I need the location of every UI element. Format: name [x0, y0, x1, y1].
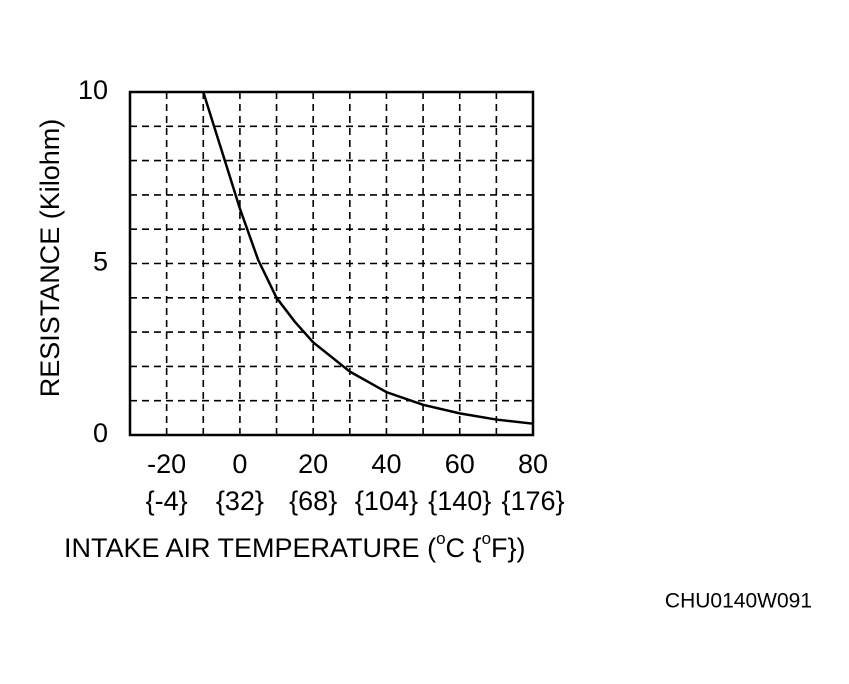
y-axis-label: RESISTANCE (Kilohm): [35, 119, 65, 398]
y-tick-label: 0: [93, 418, 108, 448]
x-axis-label-part: C {: [446, 533, 482, 563]
x-axis-label-part: o: [436, 529, 445, 548]
x-tick-label: -20: [147, 449, 186, 479]
data-line: [202, 91, 534, 425]
x-secondary-tick-label: {104}: [355, 486, 418, 516]
x-secondary-tick-label: {68}: [289, 486, 337, 516]
y-tick-label: 10: [78, 75, 108, 105]
x-secondary-tick-label: {140}: [428, 486, 491, 516]
x-tick-label: 60: [445, 449, 475, 479]
figure-code: CHU0140W091: [665, 590, 812, 613]
x-secondary-tick-label: {-4}: [146, 486, 188, 516]
x-tick-label: 80: [518, 449, 548, 479]
x-axis-label-part: o: [482, 529, 491, 548]
x-axis-label-part: INTAKE AIR TEMPERATURE (: [64, 533, 436, 563]
x-tick-label: 20: [298, 449, 328, 479]
plot-frame: [128, 90, 535, 437]
x-secondary-tick-label: {176}: [501, 486, 564, 516]
x-axis-label: INTAKE AIR TEMPERATURE (oC {oF}): [64, 529, 526, 563]
x-tick-label: 0: [232, 449, 247, 479]
x-axis-label-part: F}): [491, 533, 526, 563]
y-tick-label: 5: [93, 247, 108, 277]
x-tick-label: 40: [371, 449, 401, 479]
x-secondary-tick-label: {32}: [216, 486, 264, 516]
